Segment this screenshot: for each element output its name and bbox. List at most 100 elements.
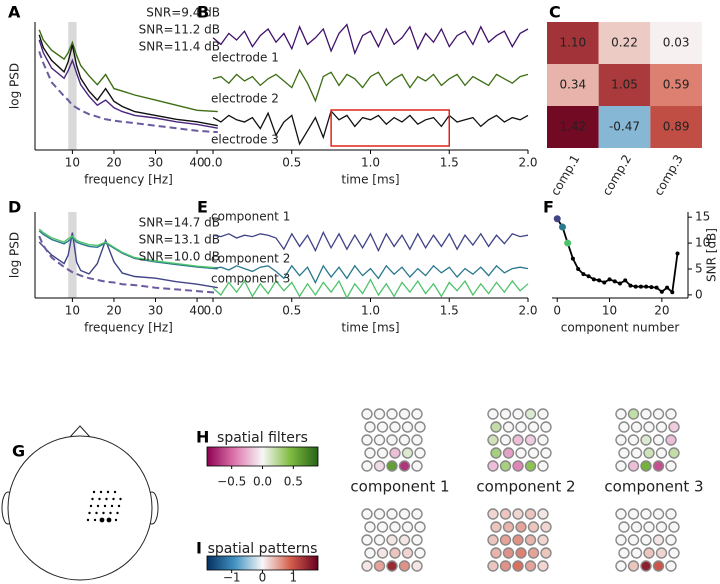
snr-point xyxy=(558,223,566,231)
cell-label: 1.05 xyxy=(611,78,638,92)
legend-entry: SNR=11.2 dB xyxy=(139,23,220,37)
electrode xyxy=(512,434,524,446)
heatmap-cell xyxy=(598,106,651,148)
trace-label: electrode 1 xyxy=(211,51,279,65)
heatmap-cell xyxy=(650,106,702,148)
electrode xyxy=(527,521,540,533)
electrode xyxy=(640,534,652,546)
highlight-band xyxy=(68,22,77,150)
electrode-dot xyxy=(88,511,91,515)
electrode xyxy=(524,460,537,472)
snr-line xyxy=(556,218,679,295)
electrode xyxy=(386,434,398,446)
y-tick-label: 10 xyxy=(695,236,710,250)
electrode xyxy=(655,547,668,559)
electrode xyxy=(401,521,414,533)
electrode xyxy=(618,521,630,533)
snr-point xyxy=(623,278,628,283)
snr-point xyxy=(553,215,561,223)
highlight-box xyxy=(330,109,450,147)
x-tick-label: 1.5 xyxy=(440,304,459,318)
trace xyxy=(212,23,529,56)
y-tick-label: 15 xyxy=(695,210,710,224)
electrode-dot xyxy=(91,497,94,501)
colorbar-tick-label: 0 xyxy=(259,571,267,584)
electrode xyxy=(630,421,643,433)
y-axis-label: log PSD xyxy=(8,63,22,109)
electrode xyxy=(361,408,373,420)
electrode xyxy=(524,508,537,520)
x-tick-label: 1.0 xyxy=(361,304,380,318)
electrode xyxy=(364,447,376,459)
electrode xyxy=(640,408,652,420)
electrode-dot xyxy=(105,497,108,501)
electrode xyxy=(361,534,373,546)
electrode xyxy=(373,460,386,472)
electrode xyxy=(515,421,527,433)
electrode xyxy=(665,508,677,520)
x-tick-label: 30 xyxy=(148,304,163,318)
electrode xyxy=(630,521,643,533)
electrode xyxy=(537,534,549,546)
electrode xyxy=(668,547,680,559)
electrode xyxy=(524,534,537,546)
psd-line xyxy=(38,228,218,269)
snr-point xyxy=(659,289,664,294)
fit-line xyxy=(38,51,218,134)
snr-point xyxy=(644,284,649,289)
electrode xyxy=(652,460,665,472)
panel-label: A xyxy=(8,3,21,22)
electrode xyxy=(615,534,627,546)
electrode xyxy=(361,508,373,520)
electrode xyxy=(411,434,423,446)
x-tick-label: 30 xyxy=(148,156,163,170)
electrode xyxy=(527,447,540,459)
electrode xyxy=(398,508,411,520)
trace xyxy=(212,278,529,300)
electrode-dot xyxy=(93,518,97,522)
electrode xyxy=(527,421,540,433)
electrode xyxy=(398,560,411,572)
x-tick-label: 0.5 xyxy=(282,156,301,170)
electrode xyxy=(652,434,665,446)
colorbar-tick-label: −0.5 xyxy=(217,475,246,489)
cell-label: 0.22 xyxy=(611,36,638,50)
electrode xyxy=(668,521,680,533)
electrode xyxy=(540,447,552,459)
electrode xyxy=(411,508,423,520)
column-label: comp.1 xyxy=(548,152,582,198)
heatmap-cell xyxy=(547,22,599,64)
heatmap-cell xyxy=(650,64,702,106)
electrode xyxy=(512,408,524,420)
electrode xyxy=(668,447,680,459)
electrode xyxy=(376,447,389,459)
electrode xyxy=(373,508,386,520)
panel-label: B xyxy=(197,3,209,22)
electrode xyxy=(414,521,426,533)
snr-point xyxy=(564,239,572,247)
electrode xyxy=(627,560,640,572)
electrode xyxy=(361,434,373,446)
electrode-dot xyxy=(116,511,119,515)
panel-label: E xyxy=(197,198,208,217)
electrode xyxy=(490,421,502,433)
electrode xyxy=(398,460,411,472)
electrode xyxy=(640,560,652,572)
electrode xyxy=(627,508,640,520)
electrode xyxy=(487,460,499,472)
electrode-dot xyxy=(106,517,112,523)
electrode-dot xyxy=(119,497,122,501)
cell-label: 0.89 xyxy=(663,120,690,134)
electrode xyxy=(386,408,398,420)
electrode xyxy=(537,460,549,472)
electrode xyxy=(640,460,652,472)
electrode xyxy=(643,521,655,533)
electrode xyxy=(414,547,426,559)
electrode xyxy=(537,434,549,446)
legend-entry: SNR=11.4 dB xyxy=(139,40,220,54)
electrode-dot xyxy=(95,511,98,515)
snr-point xyxy=(570,256,575,261)
snr-point xyxy=(576,266,581,271)
electrode xyxy=(499,434,512,446)
y-axis-label: SNR [dB] xyxy=(705,228,719,282)
